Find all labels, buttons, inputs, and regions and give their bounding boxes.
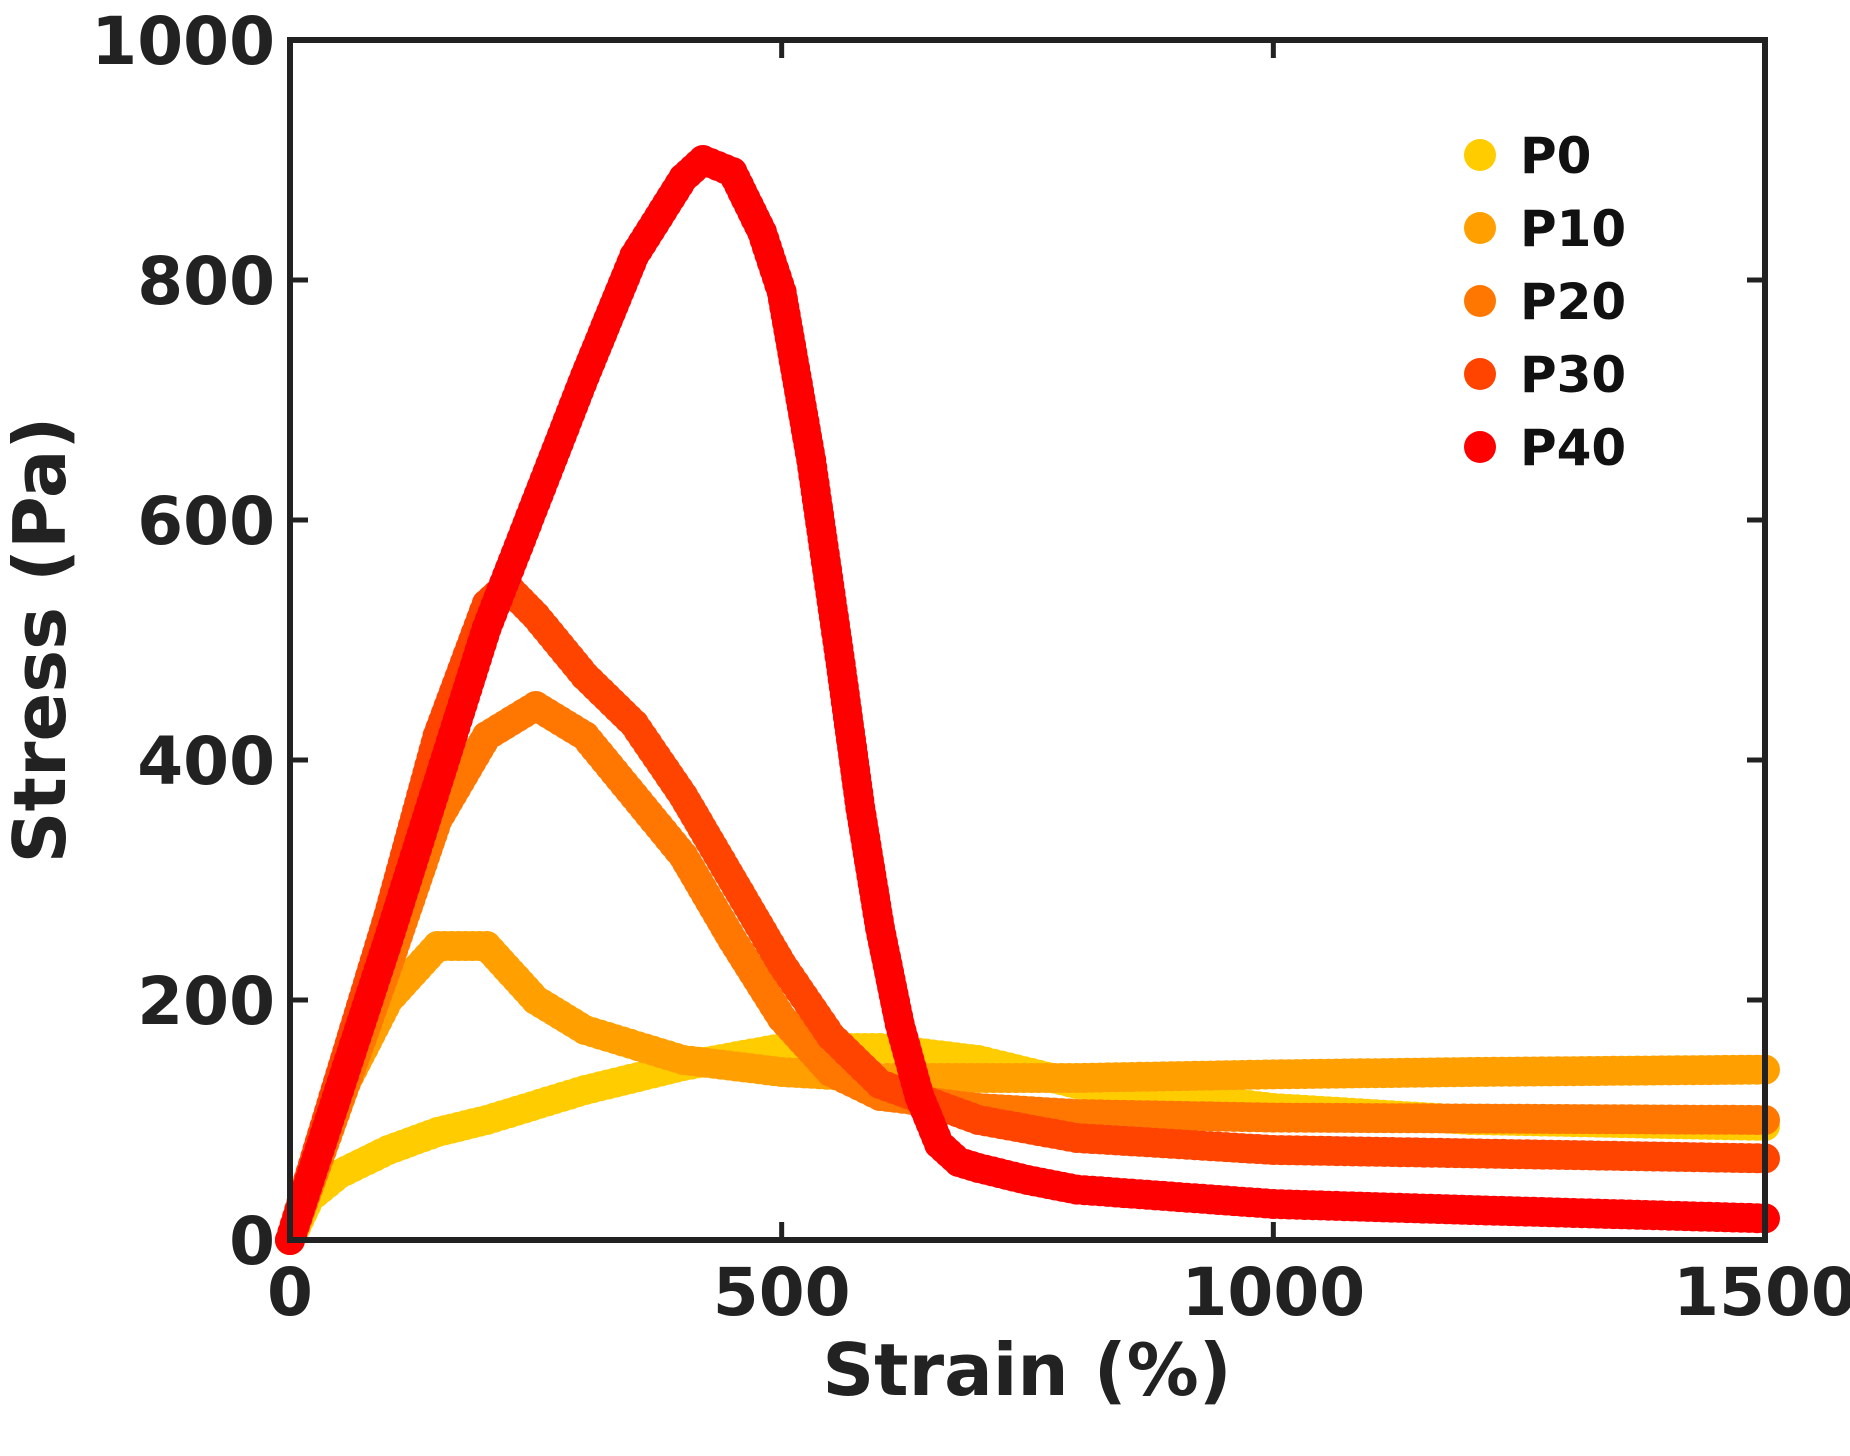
legend-label: P20 xyxy=(1520,273,1626,331)
legend-marker xyxy=(1464,139,1496,171)
x-tick-label: 1000 xyxy=(1181,1254,1365,1331)
y-tick-label: 0 xyxy=(229,1203,275,1280)
legend-label: P10 xyxy=(1520,200,1626,258)
y-tick-label: 200 xyxy=(137,963,275,1040)
legend-marker xyxy=(1464,431,1496,463)
legend-marker xyxy=(1464,358,1496,390)
x-tick-label: 500 xyxy=(713,1254,851,1331)
legend-label: P40 xyxy=(1520,419,1626,477)
legend-marker xyxy=(1464,285,1496,317)
x-axis-title: Strain (%) xyxy=(822,1328,1231,1412)
axis-ticks: 0 500 1000 1500 0 200 400 600 800 1000 xyxy=(91,3,1850,1331)
y-tick-label: 400 xyxy=(137,723,275,800)
y-tick-label: 1000 xyxy=(91,3,275,80)
x-tick-label: 0 xyxy=(267,1254,313,1331)
y-axis-title: Stress (Pa) xyxy=(0,417,82,864)
series-p30 xyxy=(275,571,1780,1255)
legend-label: P30 xyxy=(1520,346,1626,404)
y-tick-label: 600 xyxy=(137,483,275,560)
legend-marker xyxy=(1464,212,1496,244)
y-tick-label: 800 xyxy=(137,243,275,320)
plot-frame xyxy=(287,37,1768,1243)
legend: P0 P10 P20 P30 P40 xyxy=(1464,127,1626,477)
series-p40 xyxy=(275,145,1780,1255)
plot-data-layer xyxy=(275,145,1780,1255)
x-tick-label: 1500 xyxy=(1673,1254,1850,1331)
legend-label: P0 xyxy=(1520,127,1591,185)
